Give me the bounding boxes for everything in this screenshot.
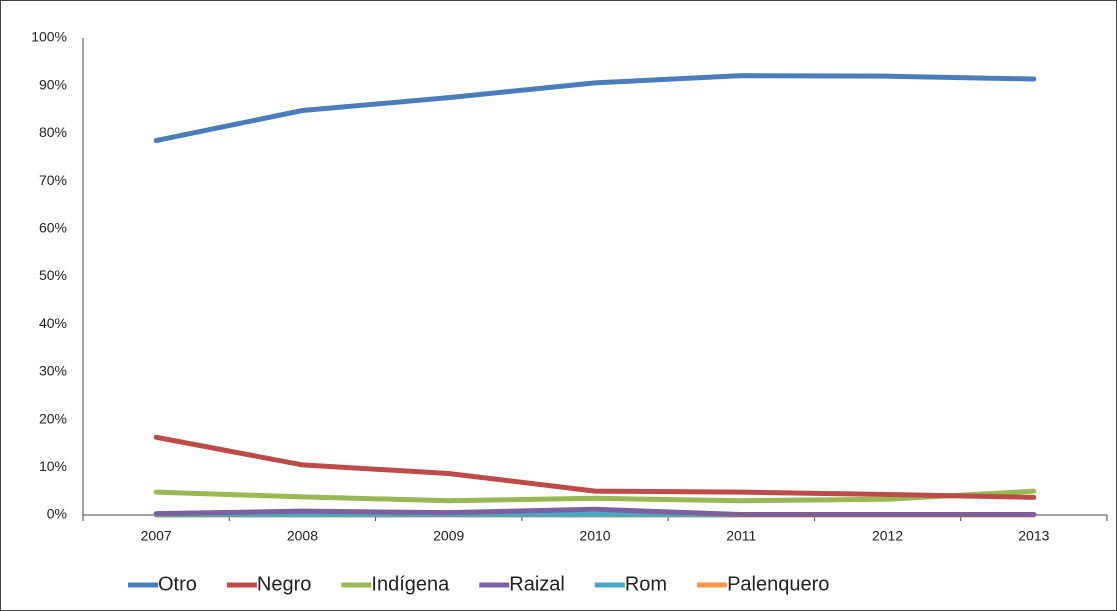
legend-label: Rom (625, 573, 667, 595)
series-line (153, 488, 1037, 504)
series-line (153, 506, 1037, 518)
y-tick-label: 40% (39, 315, 67, 331)
y-tick-label: 0% (47, 506, 67, 522)
y-tick-label: 80% (39, 124, 67, 140)
legend-label: Indígena (371, 573, 450, 595)
y-tick-label: 90% (39, 76, 67, 92)
x-tick-label: 2010 (579, 528, 610, 544)
legend-label: Negro (257, 573, 311, 595)
y-tick-label: 70% (39, 172, 67, 188)
legend-label: Raizal (509, 573, 565, 595)
y-tick-label: 60% (39, 220, 67, 236)
y-tick-label: 20% (39, 410, 67, 426)
legend-label: Otro (158, 573, 197, 595)
x-tick-label: 2011 (726, 528, 756, 544)
y-tick-label: 50% (39, 267, 67, 283)
legend-label: Palenquero (727, 573, 829, 595)
x-tick-label: 2013 (1018, 528, 1049, 544)
x-tick-label: 2008 (287, 528, 318, 544)
x-tick-label: 2009 (433, 528, 464, 544)
x-tick-label: 2007 (141, 528, 172, 544)
x-tick-label: 2012 (872, 528, 903, 544)
series-line (153, 73, 1037, 144)
y-tick-label: 10% (39, 458, 67, 474)
series-line (153, 434, 1037, 500)
y-tick-label: 30% (39, 363, 67, 379)
y-tick-label: 100% (31, 29, 67, 45)
